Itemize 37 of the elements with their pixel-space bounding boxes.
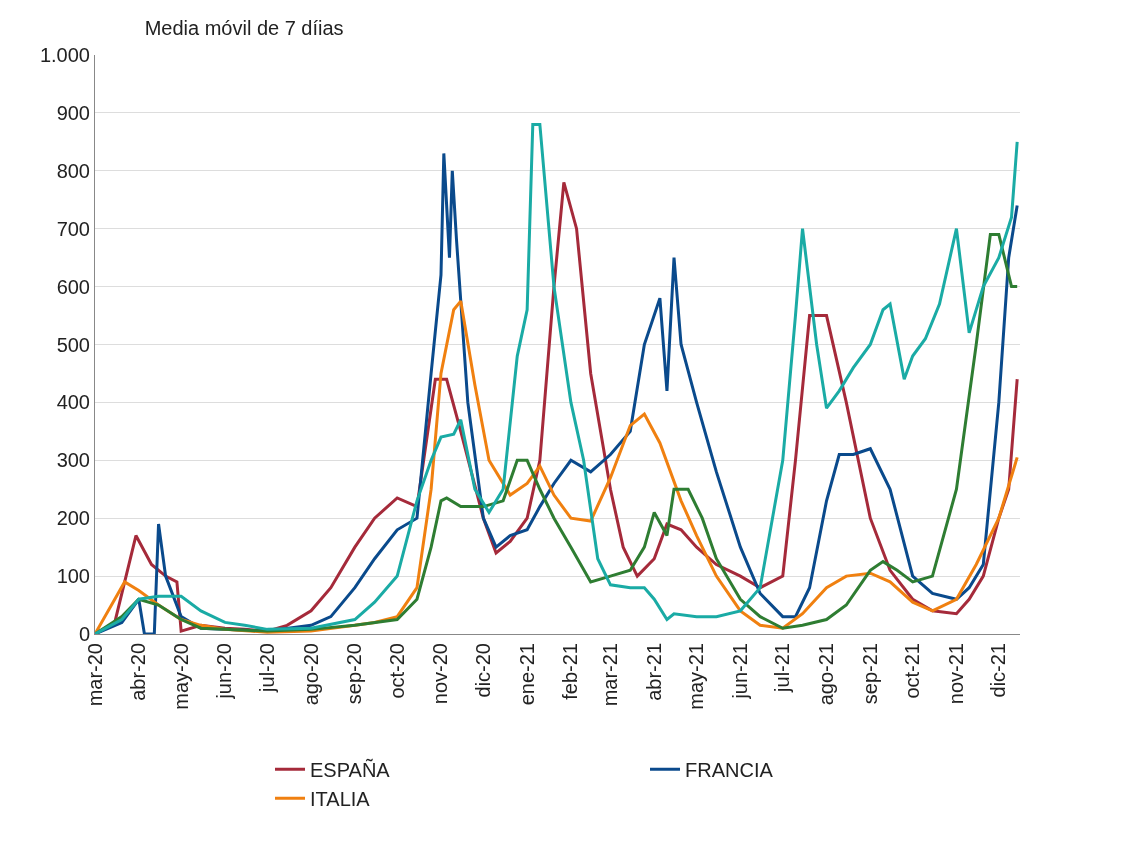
x-tick-label: ago-21: [815, 643, 838, 706]
x-tick-label: dic-21: [987, 643, 1010, 698]
y-tick-label: 1.000: [39, 44, 90, 66]
x-tick-label: mar-20: [83, 643, 106, 707]
x-tick-label: sep-20: [343, 643, 366, 705]
x-tick-label: abr-20: [127, 643, 150, 701]
x-tick-label: nov-21: [944, 643, 967, 705]
x-tick-label: oct-20: [385, 643, 408, 699]
y-tick-label: 0: [78, 623, 90, 645]
x-tick-label: abr-21: [642, 643, 665, 701]
x-tick-label: may-20: [169, 643, 192, 710]
x-tick-label: sep-21: [858, 643, 881, 705]
x-tick-label: jul-20: [255, 643, 278, 693]
x-tick-label: nov-20: [429, 643, 452, 705]
legend-label: FRANCIA: [685, 759, 774, 782]
x-tick-label: jun-21: [728, 643, 751, 700]
x-tick-label: ago-20: [299, 643, 322, 706]
legend-label: ITALIA: [310, 788, 371, 811]
legend-label: ESPAÑA: [310, 758, 391, 782]
y-tick-label: 500: [56, 333, 90, 356]
x-tick-label: feb-21: [559, 643, 582, 700]
x-tick-label: oct-21: [901, 643, 924, 699]
y-tick-label: 800: [56, 159, 90, 182]
y-tick-label: 200: [56, 507, 90, 530]
x-tick-label: jun-20: [213, 643, 236, 700]
y-tick-label: 600: [56, 275, 90, 298]
y-tick-label: 300: [56, 449, 90, 472]
y-tick-label: 100: [56, 565, 90, 588]
x-tick-label: may-21: [685, 643, 708, 710]
x-tick-label: jul-21: [771, 643, 794, 693]
chart-title: Media móvil de 7 díias: [144, 17, 344, 40]
x-tick-label: dic-20: [471, 643, 494, 698]
y-tick-label: 900: [56, 101, 90, 124]
x-tick-label: ene-21: [515, 643, 538, 706]
x-tick-label: mar-21: [598, 643, 621, 707]
y-tick-label: 400: [56, 391, 90, 414]
y-tick-label: 700: [56, 217, 90, 240]
